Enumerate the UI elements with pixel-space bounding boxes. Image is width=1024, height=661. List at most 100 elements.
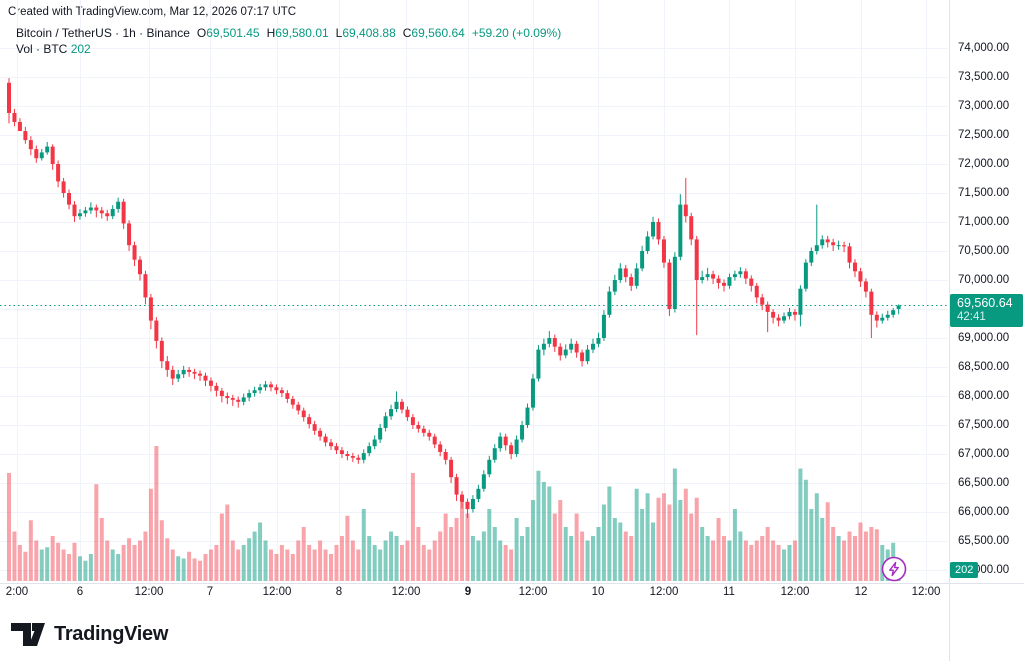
candle-body (383, 416, 388, 428)
volume-bar (427, 549, 432, 581)
volume-bar (94, 484, 99, 581)
lightning-icon (881, 556, 907, 582)
volume-bar (121, 545, 126, 581)
candle-body (743, 271, 748, 279)
volume-bar (323, 549, 328, 581)
volume-bar (83, 560, 88, 581)
candle-body (230, 398, 235, 400)
candle-body (170, 369, 175, 379)
candle-body (88, 207, 93, 211)
candle-body (454, 477, 459, 495)
volume-bar (678, 500, 683, 581)
candle-body (258, 387, 263, 391)
bar-close-countdown: 42:41 (957, 311, 986, 323)
candle-body (285, 393, 290, 399)
time-axis-label: 12:00 (911, 586, 941, 598)
tradingview-logo[interactable]: TradingView (10, 619, 168, 649)
volume-bar (56, 542, 61, 581)
candle-body (361, 453, 366, 460)
volume-bar (154, 446, 159, 581)
candle-body (132, 245, 137, 260)
volume-bar (563, 527, 568, 581)
volume-bar (470, 536, 475, 581)
time-axis-label: 12:00 (518, 586, 548, 598)
candle-body (683, 204, 688, 217)
volume-bar (7, 473, 11, 581)
symbol-title[interactable]: Bitcoin / TetherUS · 1h · Binance (16, 26, 190, 40)
volume-bar (454, 518, 459, 581)
candle-body (509, 445, 514, 454)
candle-body (716, 278, 721, 283)
candle-body (372, 439, 377, 447)
price-axis-label: 68,500.00 (958, 361, 1010, 373)
volume-bar (552, 513, 557, 581)
volume-bar (814, 493, 819, 581)
candle-body (367, 446, 372, 454)
price-axis-label: 69,000.00 (958, 332, 1010, 344)
volume-bar (820, 518, 825, 581)
last-price-badge: 69,560.64 42:41 (950, 294, 1023, 327)
candle-body (520, 425, 525, 440)
price-axis-label: 72,500.00 (958, 129, 1010, 141)
legend-high: H69,580.01 (266, 26, 329, 40)
volume-bar (645, 493, 650, 581)
volume-bar (738, 531, 743, 581)
legend-volume-row: Vol · BTC 202 (16, 41, 561, 57)
candle-body (798, 288, 803, 315)
volume-bar (503, 545, 508, 581)
volume-bar (547, 486, 552, 581)
volume-bar (765, 527, 770, 581)
time-axis-label: 12:00 (780, 586, 810, 598)
candle-body (607, 291, 612, 315)
candle-body (705, 274, 710, 278)
candle-body (247, 393, 252, 398)
candle-body (820, 239, 825, 246)
volume-bar (656, 497, 661, 581)
volume-bar (481, 531, 486, 581)
candle-body (176, 374, 181, 379)
candle-body (765, 304, 770, 312)
candle-body (405, 409, 410, 418)
volume-bar (99, 518, 104, 581)
volume-bar (520, 536, 525, 581)
volume-bar (268, 549, 273, 581)
candle-body (56, 164, 61, 182)
volume-bar (721, 536, 726, 581)
volume-bar (329, 554, 334, 581)
candle-body (116, 201, 121, 209)
candle-body (667, 262, 672, 309)
volume-bar (241, 545, 246, 581)
candle-body (345, 454, 350, 457)
candle-body (17, 122, 22, 132)
candle-body (438, 444, 443, 452)
candle-body (503, 436, 508, 446)
candle-body (672, 256, 677, 309)
legend-open: O69,501.45 (196, 26, 260, 40)
volume-badge: 202 (950, 562, 979, 578)
candle-body (39, 152, 44, 159)
volume-bar (198, 560, 203, 581)
volume-bar (405, 540, 410, 581)
time-axis-label: 12 (854, 586, 868, 598)
candle-body (148, 297, 153, 321)
flash-button[interactable] (880, 555, 908, 583)
volume-bar (585, 540, 590, 581)
volume-bar (618, 522, 623, 581)
price-axis-label: 68,000.00 (958, 390, 1010, 402)
candle-body (760, 297, 765, 305)
candle-body (754, 285, 759, 298)
volume-bar (50, 536, 55, 581)
candle-body (214, 385, 219, 391)
volume-bar (580, 531, 585, 581)
volume-bar (661, 493, 666, 581)
volume-bar (525, 527, 530, 581)
volume-bar (116, 554, 121, 581)
candle-body (192, 371, 197, 374)
volume-bar (825, 502, 830, 581)
time-axis-label: 12:00 (391, 586, 421, 598)
volume-bar (432, 540, 437, 581)
candle-body (165, 361, 170, 370)
price-axis-label: 66,000.00 (958, 506, 1010, 518)
